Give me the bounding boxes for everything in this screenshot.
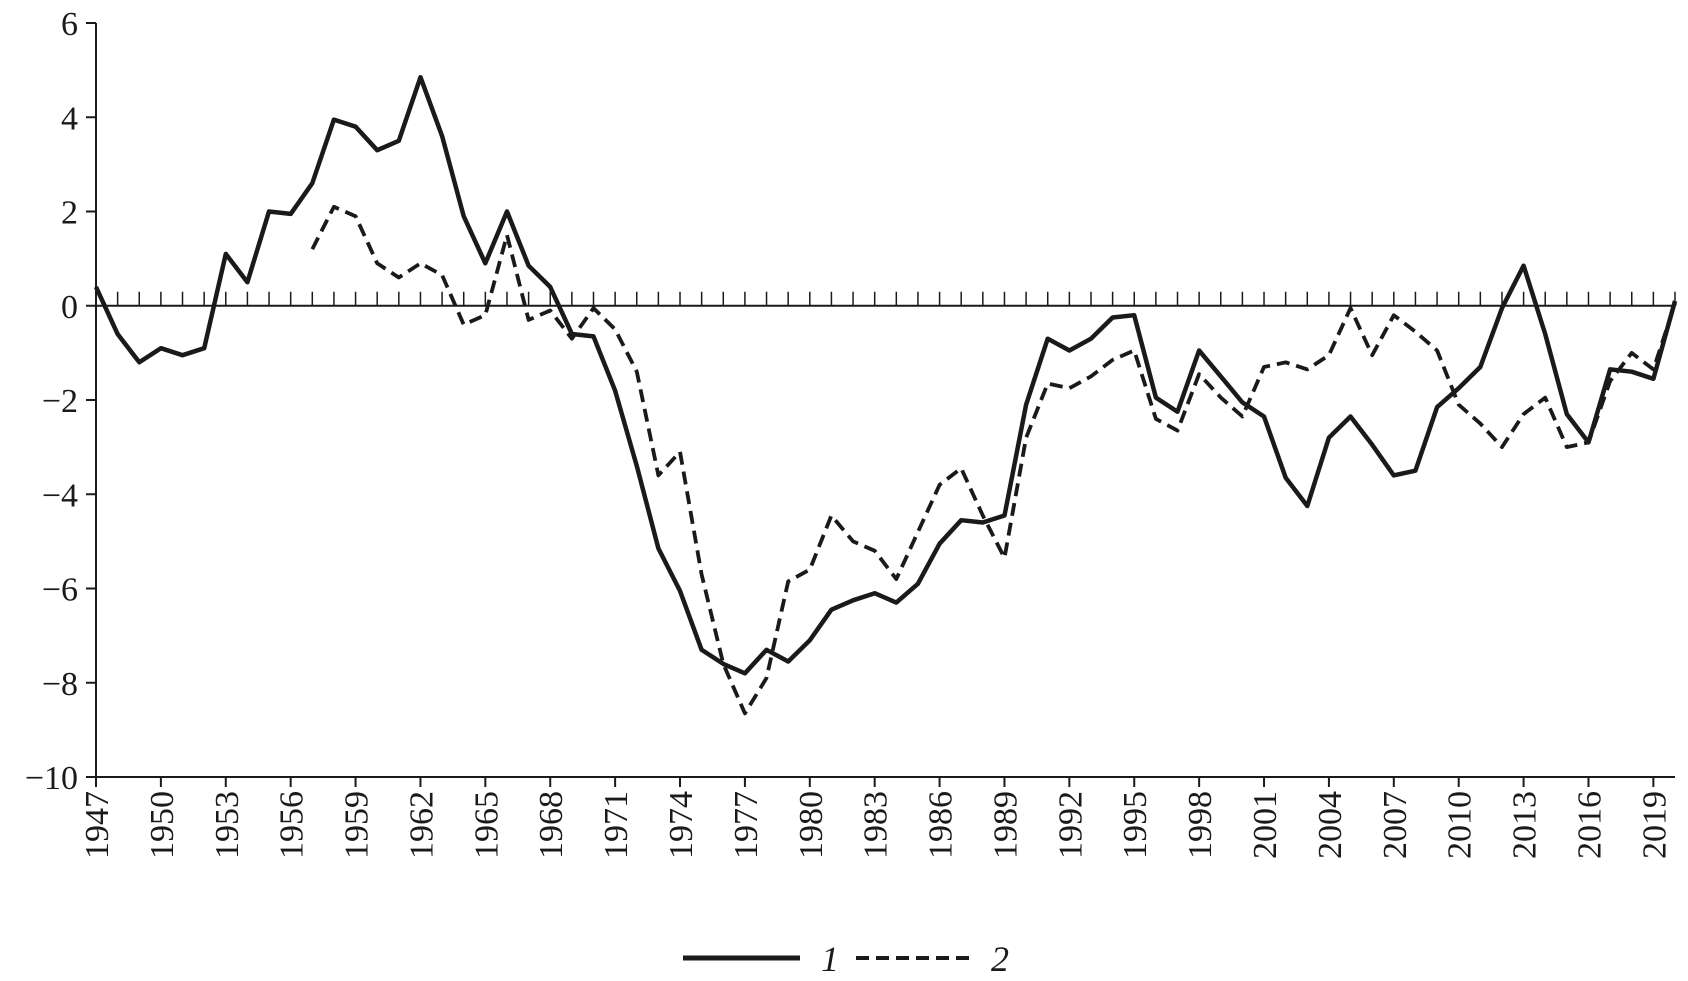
x-tick-label: 1989 xyxy=(987,791,1024,859)
x-tick-label: 1971 xyxy=(598,791,635,859)
x-tick-label: 2004 xyxy=(1312,791,1349,859)
y-tick-label: 2 xyxy=(61,195,78,232)
y-tick-label: −2 xyxy=(42,383,78,420)
x-tick-label: 2010 xyxy=(1442,791,1479,859)
y-tick-label: −8 xyxy=(42,666,78,703)
x-tick-label: 1983 xyxy=(858,791,895,859)
x-tick-label: 2019 xyxy=(1636,791,1673,859)
legend-label-1: 1 xyxy=(821,939,839,979)
x-tick-label: 2016 xyxy=(1571,791,1608,859)
y-tick-label: 6 xyxy=(61,6,78,43)
x-tick-label: 1965 xyxy=(468,791,505,859)
x-tick-label: 1950 xyxy=(144,791,181,859)
x-tick-label: 1998 xyxy=(1182,791,1219,859)
x-tick-label: 1953 xyxy=(209,791,246,859)
x-tick-label: 1956 xyxy=(274,791,311,859)
y-tick-label: 0 xyxy=(61,289,78,326)
series-group xyxy=(93,74,1678,716)
series-line-1 xyxy=(93,74,1678,676)
x-tick-label: 1962 xyxy=(403,791,440,859)
legend-label-2: 2 xyxy=(991,939,1009,979)
legend: 1 2 xyxy=(683,939,1009,979)
x-tick-label: 1977 xyxy=(728,791,765,859)
x-tick-label: 1992 xyxy=(1052,791,1089,859)
x-tick-label: 1968 xyxy=(533,791,570,859)
y-tick-label: −4 xyxy=(42,477,78,514)
y-axis: 6 4 2 0 −2 −4 −6 −8 −10 xyxy=(25,6,97,797)
y-tick-label: −10 xyxy=(25,760,78,797)
y-tick-label: 4 xyxy=(61,100,78,137)
y-tick-label: −6 xyxy=(42,572,78,609)
x-tick-label: 1995 xyxy=(1117,791,1154,859)
series-line-2 xyxy=(310,204,1677,716)
x-tick-label: 2001 xyxy=(1247,791,1284,859)
x-tick-label: 1986 xyxy=(923,791,960,859)
x-tick-label: 1947 xyxy=(79,791,116,859)
zero-line xyxy=(95,291,1676,307)
x-tick-label: 1959 xyxy=(339,791,376,859)
x-axis: 1947 1950 1953 1956 1959 1962 1965 1968 1971 1974… xyxy=(79,776,1675,859)
x-tick-label: 2007 xyxy=(1377,791,1414,859)
x-tick-label: 1980 xyxy=(793,791,830,859)
x-tick-label: 1974 xyxy=(663,791,700,859)
x-tick-label: 2013 xyxy=(1507,791,1544,859)
